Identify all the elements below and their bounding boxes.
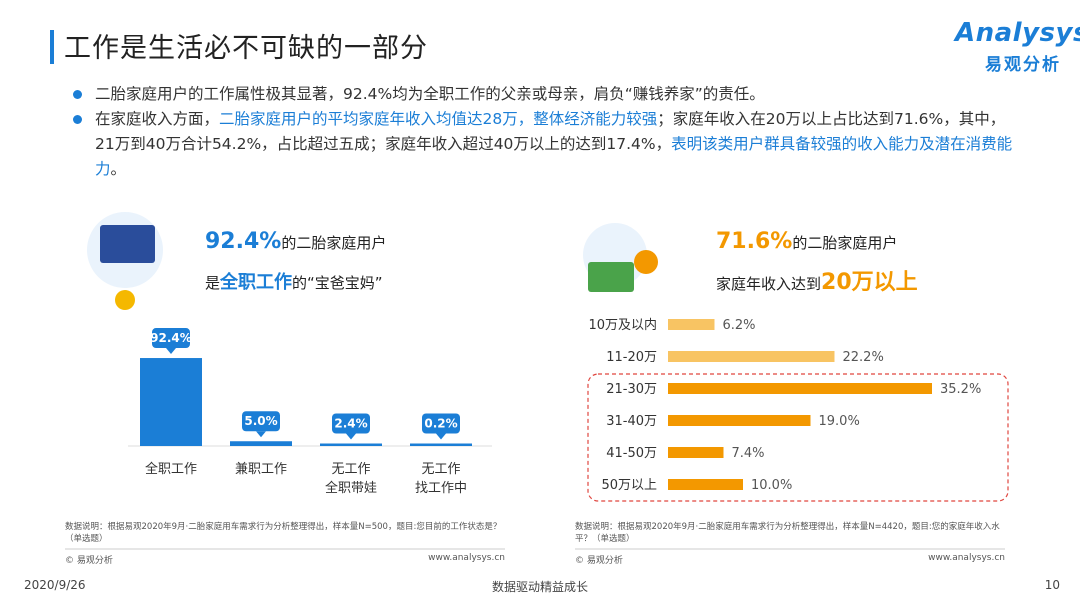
callout-line: 家庭年收入达到20万以上 — [716, 263, 918, 304]
bullet-text: 。 — [110, 160, 127, 178]
source-url: www.analysys.cn — [928, 553, 1005, 563]
bullet-text: 在家庭收入方面， — [95, 110, 220, 128]
y-tick-label: 10万及以内 — [588, 317, 657, 333]
callout: 71.6%的二胎家庭用户 家庭年收入达到20万以上 — [716, 222, 918, 304]
value-label: 6.2% — [723, 318, 756, 333]
copyright: © 易观分析 — [65, 556, 113, 566]
callout-text: 92.4% — [205, 229, 282, 254]
copyright: © 易观分析 — [575, 556, 623, 566]
callout-text: 的二胎家庭用户 — [792, 234, 898, 252]
callout-line: 92.4%的二胎家庭用户 — [205, 222, 386, 263]
bar — [668, 479, 743, 490]
y-tick-label: 41-50万 — [606, 446, 657, 461]
x-tick-label: 兼职工作 — [234, 462, 287, 477]
value-label: 0.2% — [424, 417, 457, 431]
bullet-text: ；家庭年收入在20万以上占比达到71.6%，其中，21万到40万合计54.2%，… — [95, 110, 1006, 153]
icon — [115, 290, 135, 310]
callout-text: 的“宝爸宝妈” — [292, 274, 383, 292]
callout-text: 家庭年收入达到 — [716, 275, 822, 293]
y-tick-label: 50万以上 — [601, 478, 657, 493]
y-tick-label: 31-40万 — [606, 414, 657, 429]
bar — [668, 447, 724, 458]
source-url: www.analysys.cn — [428, 553, 505, 563]
bullet-text: 表明该类用户群具备较强的收入能力及潜在消费能力 — [95, 135, 1013, 178]
icon — [100, 225, 155, 263]
value-label: 22.2% — [843, 350, 884, 365]
value-bubble — [422, 413, 460, 434]
logo-subtitle: 易观分析 — [985, 55, 1061, 75]
value-bubble — [332, 413, 370, 434]
data-note: 数据说明：根据易观2020年9月·二胎家庭用车需求行为分析整理得出，样本量N=4… — [575, 522, 1000, 544]
footer-date: 2020/9/26 — [24, 578, 86, 592]
page-number: 10 — [1044, 578, 1060, 592]
x-tick-label: 无工作 全职带娃 — [324, 462, 377, 496]
bar — [668, 319, 715, 330]
value-label: 35.2% — [940, 382, 981, 397]
slide-title: 工作是生活必不可缺的一部分 — [64, 33, 428, 64]
callout-text: 是 — [205, 274, 221, 292]
value-bubble — [242, 411, 280, 432]
bullet-list: 二胎家庭用户的工作属性极其显著，92.4%均为全职工作的父亲或母亲，肩负“赚钱养… — [70, 82, 1015, 182]
bullet-item: 在家庭收入方面，二胎家庭用户的平均家庭年收入均值达28万，整体经济能力较强；家庭… — [70, 107, 1015, 182]
bubble-tail — [436, 433, 446, 440]
callout-text: 全职工作 — [220, 272, 293, 293]
bar — [410, 443, 472, 446]
callout-line: 是全职工作的“宝爸宝妈” — [205, 263, 386, 303]
bar — [668, 383, 932, 394]
y-tick-label: 11-20万 — [606, 350, 657, 365]
bar — [668, 351, 835, 362]
bubble-tail — [256, 431, 266, 438]
value-label: 5.0% — [244, 414, 277, 428]
callout: 92.4%的二胎家庭用户 是全职工作的“宝爸宝妈” — [205, 222, 386, 303]
bullet-text: 二胎家庭用户的工作属性极其显著，92.4%均为全职工作的父亲或母亲，肩负“赚钱养… — [95, 85, 765, 103]
title-bar — [50, 30, 54, 64]
bubble-tail — [166, 348, 176, 355]
callout-line: 71.6%的二胎家庭用户 — [716, 222, 918, 263]
value-bubble — [152, 328, 190, 349]
callout-text: 71.6% — [716, 229, 793, 254]
value-label: 10.0% — [751, 478, 792, 493]
icon — [634, 250, 658, 274]
callout-text: 20万以上 — [821, 270, 918, 295]
bar — [668, 415, 811, 426]
icon — [588, 262, 634, 292]
x-tick-label: 无工作 找工作中 — [414, 462, 467, 496]
bubble-tail — [346, 433, 356, 440]
footer-slogan: 数据驱动精益成长 — [491, 580, 588, 594]
x-tick-label: 全职工作 — [144, 462, 197, 477]
bar — [140, 358, 202, 446]
bar — [320, 443, 382, 446]
callout-text: 的二胎家庭用户 — [281, 234, 387, 252]
value-label: 2.4% — [334, 417, 367, 431]
highlight-box — [587, 373, 1009, 502]
value-label: 92.4% — [150, 331, 192, 345]
value-label: 19.0% — [819, 414, 860, 429]
bullet-text: 二胎家庭用户的平均家庭年收入均值达28万，整体经济能力较强 — [219, 110, 658, 128]
bar — [230, 441, 292, 446]
y-tick-label: 21-30万 — [606, 382, 657, 397]
value-label: 7.4% — [732, 446, 765, 461]
data-note: 数据说明：根据易观2020年9月·二胎家庭用车需求行为分析整理得出，样本量N=5… — [65, 522, 502, 544]
bullet-item: 二胎家庭用户的工作属性极其显著，92.4%均为全职工作的父亲或母亲，肩负“赚钱养… — [70, 82, 1015, 107]
logo: Analysys — [955, 18, 1080, 48]
